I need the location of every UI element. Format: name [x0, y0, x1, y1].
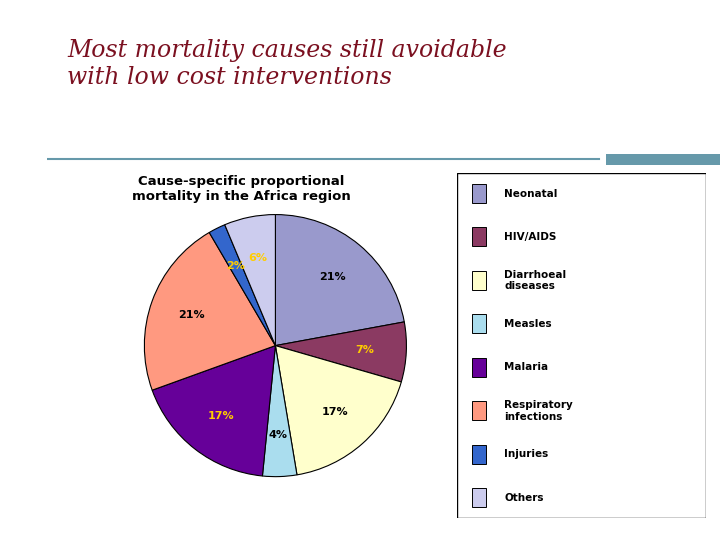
Text: Neonatal: Neonatal: [505, 188, 558, 199]
Text: Malaria: Malaria: [505, 362, 549, 372]
Bar: [472, 184, 486, 203]
Text: 6%: 6%: [248, 253, 267, 263]
Text: 4%: 4%: [269, 430, 288, 440]
Text: Diarrhoeal
diseases: Diarrhoeal diseases: [505, 269, 567, 291]
Text: Respiratory
infections: Respiratory infections: [505, 400, 573, 422]
Text: 17%: 17%: [207, 411, 234, 421]
Text: Injuries: Injuries: [505, 449, 549, 459]
Text: 21%: 21%: [179, 310, 205, 320]
Text: 7%: 7%: [355, 345, 374, 355]
Bar: [472, 488, 486, 507]
Wedge shape: [275, 346, 401, 475]
Bar: [606, 154, 720, 165]
Wedge shape: [275, 214, 404, 346]
Text: Others: Others: [505, 492, 544, 503]
Wedge shape: [262, 346, 297, 477]
Bar: [472, 445, 486, 464]
Text: Most mortality causes still avoidable
with low cost interventions: Most mortality causes still avoidable wi…: [67, 39, 507, 89]
Text: Cause-specific proportional
mortality in the Africa region: Cause-specific proportional mortality in…: [132, 175, 351, 203]
Text: Measles: Measles: [505, 319, 552, 329]
Wedge shape: [275, 322, 406, 382]
Bar: [472, 271, 486, 290]
Text: 21%: 21%: [319, 272, 346, 282]
Wedge shape: [225, 214, 276, 346]
Text: HIV/AIDS: HIV/AIDS: [505, 232, 557, 242]
Wedge shape: [152, 346, 275, 476]
Bar: [472, 314, 486, 333]
Wedge shape: [210, 225, 275, 346]
Bar: [472, 227, 486, 246]
Bar: [472, 401, 486, 420]
Text: 17%: 17%: [321, 407, 348, 417]
Wedge shape: [145, 233, 275, 390]
Bar: [472, 358, 486, 377]
Text: 2%: 2%: [226, 261, 245, 271]
